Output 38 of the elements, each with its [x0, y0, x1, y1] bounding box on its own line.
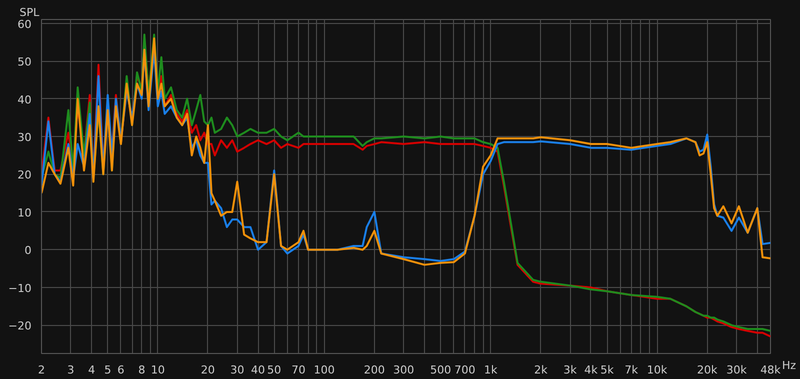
x-tick-label: 30 [230, 364, 244, 376]
x-tick-label: 2 [38, 364, 45, 376]
x-tick-label: 20k [697, 364, 718, 376]
y-tick-label: 40 [18, 93, 32, 106]
x-tick-label: 70 [291, 364, 306, 376]
x-tick-label: 40 [251, 364, 266, 376]
x-tick-label: 3k [563, 364, 578, 376]
x-tick-label: 48k [760, 364, 782, 376]
y-axis-title: SPL [20, 6, 40, 19]
x-tick-label: 200 [364, 364, 385, 376]
x-tick-label: 300 [393, 364, 414, 376]
x-tick-label: 5k [600, 364, 614, 376]
x-tick-label: 700 [454, 364, 476, 376]
x-tick-label: 30k [726, 364, 748, 376]
x-tick-label: 6 [117, 364, 124, 376]
x-tick-label: 4 [88, 364, 96, 376]
x-tick-label: 10k [646, 364, 668, 376]
x-tick-label: 4k [584, 364, 598, 376]
x-tick-label: 10 [150, 364, 165, 376]
y-tick-label: 50 [18, 56, 32, 69]
x-tick-label: 50 [267, 364, 282, 376]
y-tick-label: 60 [18, 18, 32, 31]
y-tick-label: 0 [24, 244, 32, 258]
y-tick-label: 10 [18, 206, 32, 220]
x-tick-label: 7k [624, 364, 639, 376]
x-tick-label: 8 [138, 364, 146, 376]
x-tick-label: 2k [534, 364, 548, 376]
x-tick-label: 1k [484, 364, 498, 376]
y-tick-label: −20 [8, 320, 32, 333]
x-tick-label: 5 [104, 364, 112, 376]
x-axis-title: Hz [782, 359, 796, 372]
x-tick-label: 20 [200, 364, 215, 376]
y-tick-label: 20 [18, 168, 32, 182]
x-tick-label: 3 [67, 364, 74, 376]
x-tick-label: 500 [430, 364, 452, 376]
x-tick-label: 100 [314, 364, 335, 376]
y-tick-label: −10 [8, 282, 32, 295]
y-tick-label: 30 [18, 130, 32, 144]
